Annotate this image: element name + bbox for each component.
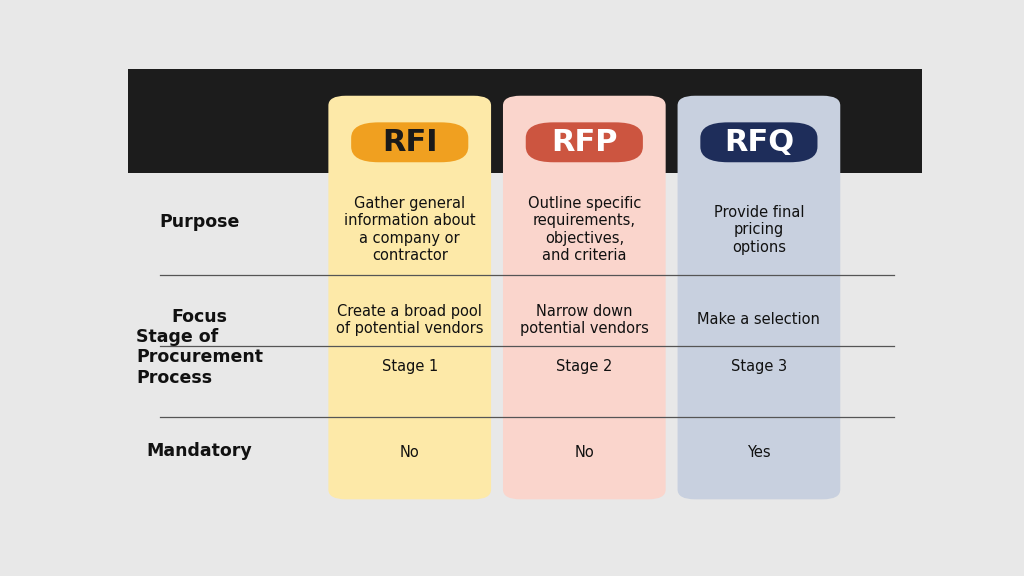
Text: Stage 2: Stage 2 — [556, 359, 612, 374]
FancyBboxPatch shape — [128, 69, 922, 173]
FancyBboxPatch shape — [329, 96, 492, 499]
Text: Provide final
pricing
options: Provide final pricing options — [714, 205, 804, 255]
Text: Yes: Yes — [748, 445, 771, 460]
FancyBboxPatch shape — [351, 122, 468, 162]
Text: Outline specific
requirements,
objectives,
and criteria: Outline specific requirements, objective… — [527, 196, 641, 263]
Text: RFP: RFP — [551, 128, 617, 157]
Text: Make a selection: Make a selection — [697, 312, 820, 327]
FancyBboxPatch shape — [525, 122, 643, 162]
FancyBboxPatch shape — [700, 122, 817, 162]
Text: Purpose: Purpose — [160, 213, 240, 231]
Text: Gather general
information about
a company or
contractor: Gather general information about a compa… — [344, 196, 475, 263]
Text: Stage 3: Stage 3 — [731, 359, 787, 374]
FancyBboxPatch shape — [678, 96, 841, 499]
Text: Create a broad pool
of potential vendors: Create a broad pool of potential vendors — [336, 304, 483, 336]
Text: Stage of
Procurement
Process: Stage of Procurement Process — [136, 328, 263, 387]
FancyBboxPatch shape — [503, 96, 666, 499]
Text: No: No — [399, 445, 420, 460]
Text: Narrow down
potential vendors: Narrow down potential vendors — [520, 304, 649, 336]
Text: Mandatory: Mandatory — [146, 442, 252, 460]
Text: No: No — [574, 445, 594, 460]
Text: Focus: Focus — [171, 309, 227, 327]
Text: RFI: RFI — [382, 128, 437, 157]
Text: RFQ: RFQ — [724, 128, 794, 157]
Text: Stage 1: Stage 1 — [382, 359, 438, 374]
